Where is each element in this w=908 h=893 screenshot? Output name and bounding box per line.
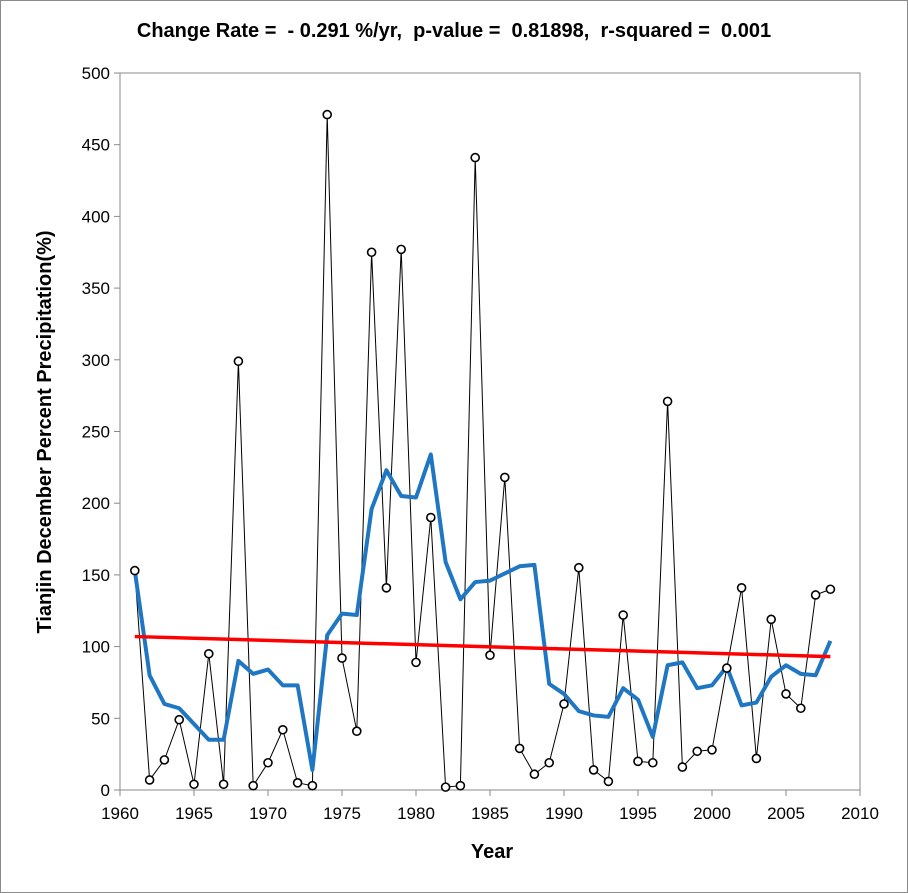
data-point (559, 699, 569, 709)
data-point (633, 756, 643, 767)
series-layer (130, 109, 836, 792)
data-point (174, 714, 184, 725)
y-tick-label: 200 (82, 494, 110, 513)
x-tick-label: 1980 (397, 804, 435, 823)
data-point (366, 247, 377, 258)
data-point (781, 689, 791, 699)
chart-title: Change Rate = - 0.291 %/yr, p-value = 0.… (136, 20, 772, 42)
data-point (470, 152, 481, 163)
y-tick-label: 100 (82, 638, 110, 657)
data-point (440, 782, 451, 792)
data-point (381, 583, 392, 593)
y-tick-label: 150 (82, 566, 110, 585)
x-tick-label: 1995 (619, 804, 657, 823)
data-point (795, 703, 806, 714)
data-point (248, 780, 258, 791)
y-axis-title: Tianjin December Percent Precipitation(%… (34, 230, 56, 633)
data-point (662, 396, 673, 407)
data-point (544, 757, 555, 768)
y-tick-label: 50 (91, 709, 110, 728)
data-point (588, 765, 599, 775)
data-point (810, 590, 821, 600)
y-tick-label: 500 (82, 64, 110, 83)
x-tick-label: 2000 (693, 804, 731, 823)
data-point (189, 779, 199, 790)
trend-line (134, 634, 831, 659)
x-tick-label: 2010 (841, 804, 879, 823)
x-axis-title: Year (471, 841, 513, 863)
moving-average-line (132, 452, 833, 772)
data-point (647, 757, 658, 768)
y-tick-label: 400 (82, 207, 110, 226)
data-point (144, 775, 155, 785)
x-tick-label: 1990 (545, 804, 583, 823)
data-point (573, 562, 584, 573)
x-tick-label: 1965 (175, 804, 213, 823)
y-tick-label: 350 (82, 279, 110, 298)
data-point (292, 778, 303, 788)
y-axis: 0 50 100 150 200 250 300 350 400 450 500 (82, 64, 121, 800)
data-point (692, 746, 703, 757)
data-point (825, 584, 836, 595)
x-tick-label: 1985 (471, 804, 509, 823)
x-tick-label: 2005 (767, 804, 805, 823)
data-point (529, 769, 540, 780)
data-point (277, 724, 288, 735)
data-point (218, 779, 229, 790)
data-point (322, 109, 333, 120)
data-point (337, 653, 347, 663)
data-point (618, 610, 629, 620)
data-point (677, 762, 688, 772)
data-point (159, 755, 170, 765)
data-point (736, 583, 747, 593)
data-point (351, 726, 362, 737)
data-point (499, 472, 510, 483)
y-tick-label: 300 (82, 351, 110, 370)
data-point (411, 657, 421, 668)
data-point (707, 745, 717, 755)
data-point (455, 780, 466, 791)
data-point (766, 614, 777, 625)
data-point (514, 743, 525, 754)
plot-border (119, 72, 861, 791)
x-tick-label: 1975 (323, 804, 361, 823)
data-point (204, 648, 214, 659)
data-point (603, 776, 614, 787)
y-tick-label: 0 (101, 781, 110, 800)
y-tick-label: 250 (82, 423, 110, 442)
data-point (396, 244, 407, 255)
y-tick-label: 450 (82, 136, 110, 155)
x-tick-label: 1970 (249, 804, 287, 823)
x-tick-label: 1960 (101, 804, 139, 823)
data-point (263, 757, 273, 768)
x-axis: 1960 1965 1970 1975 1980 1985 1990 1995 2000 2005… (101, 789, 879, 823)
data-point (751, 753, 762, 764)
data-point (485, 650, 495, 661)
data-point (721, 663, 732, 673)
observed-series-line (134, 114, 831, 788)
plot-area (119, 72, 861, 791)
data-point (130, 565, 140, 576)
data-point (425, 512, 436, 523)
data-point (307, 780, 318, 791)
data-point (233, 356, 244, 367)
